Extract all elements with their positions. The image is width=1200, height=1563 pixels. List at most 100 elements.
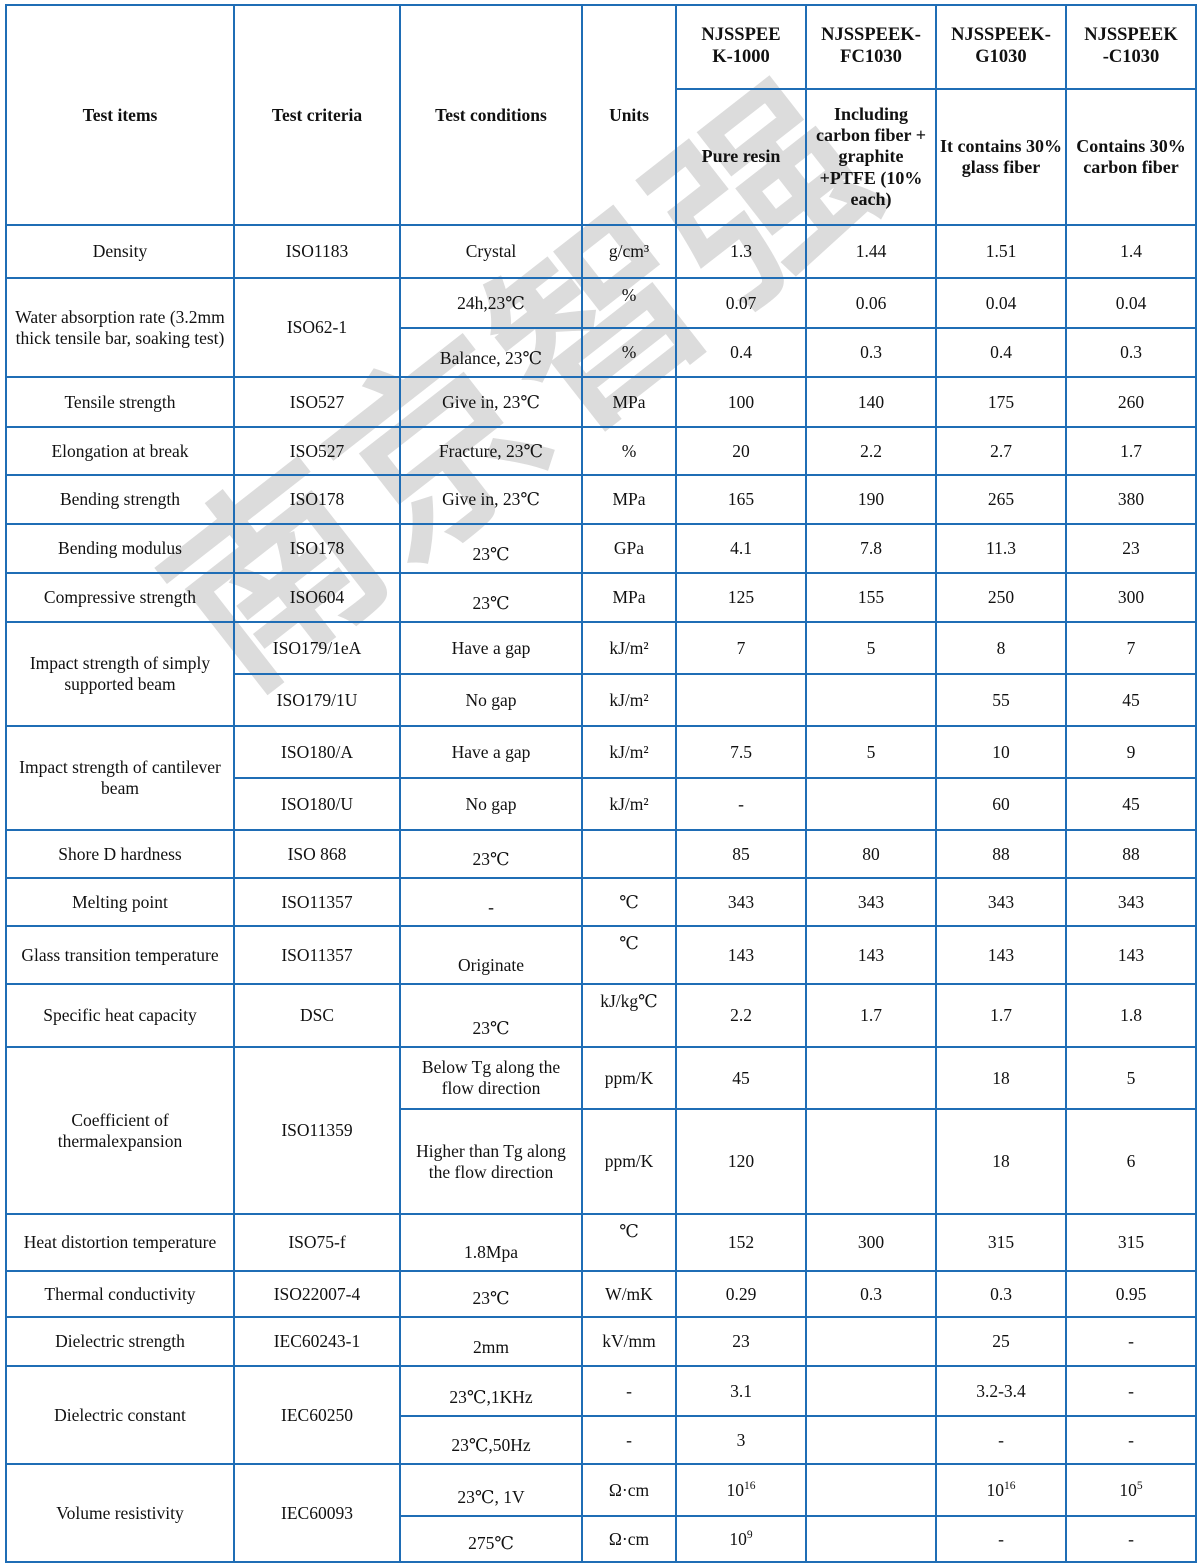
cell-value-product-3: 45 (1065, 777, 1197, 831)
cell-test-condition: 2mm (399, 1316, 583, 1367)
product-1-name-line2: FC1030 (840, 47, 902, 67)
cell-value-product-3: 343 (1065, 877, 1197, 927)
cell-test-condition: No gap (399, 673, 583, 727)
cell-unit: MPa (581, 376, 677, 428)
cell-test-criteria: ISO 868 (233, 829, 401, 879)
cell-value-product-1: 190 (805, 474, 937, 525)
cell-value-product-0: 100 (675, 376, 807, 428)
product-1-name-line1: NJSSPEEK- (821, 25, 921, 46)
cell-test-condition: No gap (399, 777, 583, 831)
cell-value-product-2: 343 (935, 877, 1067, 927)
table-row: Dielectric constant IEC60250 23℃,1KHz -3.1 3… (5, 1365, 1197, 1465)
table-header: Test items Test criteria Test conditions… (5, 4, 1197, 226)
cell-test-criteria: IEC60243-1 (233, 1316, 401, 1367)
cell-value-product-1 (805, 1463, 937, 1517)
cell-unit: - (581, 1415, 677, 1465)
product-1-description: Including carbon fiber + graphite +PTFE … (805, 88, 937, 226)
cell-unit: % (581, 277, 677, 329)
cell-value-product-2: 0.3 (935, 1270, 1067, 1318)
cell-unit: kJ/m² (581, 673, 677, 727)
cell-value-product-0: 20 (675, 426, 807, 476)
cell-value-product-2: 8 (935, 621, 1067, 675)
cell-value-product-3: 1.8 (1065, 983, 1197, 1048)
cell-value-product-2: 3.2-3.4 (935, 1365, 1067, 1417)
table-row: Melting point ISO11357- ℃ 343 343 343 343 (5, 877, 1197, 927)
cell-value-product-0: 109 (675, 1515, 807, 1563)
cell-value-product-1 (805, 1515, 937, 1563)
cell-test-item: Heat distortion temperature (5, 1213, 235, 1272)
cell-test-condition: Have a gap (399, 725, 583, 779)
cell-value-product-2: 11.3 (935, 523, 1067, 574)
cell-test-criteria: ISO180/U (233, 777, 401, 831)
material-properties-table: Test items Test criteria Test conditions… (5, 4, 1197, 1563)
cell-unit: W/mK (581, 1270, 677, 1318)
cell-test-criteria: ISO527 (233, 376, 401, 428)
cell-value-product-2: 60 (935, 777, 1067, 831)
product-0-description: Pure resin (675, 88, 807, 226)
cell-value-product-1: 0.06 (805, 277, 937, 329)
cell-test-condition: Give in, 23℃ (399, 474, 583, 525)
cell-test-criteria: ISO75-f (233, 1213, 401, 1272)
cell-value-product-2: 88 (935, 829, 1067, 879)
cell-unit: ppm/K (581, 1046, 677, 1110)
cell-test-criteria: ISO178 (233, 474, 401, 525)
cell-value-product-3: 380 (1065, 474, 1197, 525)
cell-test-criteria: IEC60093 (233, 1463, 401, 1563)
cell-test-criteria: IEC60250 (233, 1365, 401, 1465)
cell-value-product-2: 1.51 (935, 224, 1067, 279)
cell-value-product-3: 9 (1065, 725, 1197, 779)
cell-value-product-3: - (1065, 1415, 1197, 1465)
spec-sheet: 南京智强 Test items Test criteria Test condi… (0, 4, 1200, 1563)
cell-value-product-1: 5 (805, 621, 937, 675)
cell-test-item: Water absorption rate (3.2mm thick tensi… (5, 277, 235, 378)
cell-value-product-0: 3.1 (675, 1365, 807, 1417)
column-header-test-criteria: Test criteria (233, 4, 401, 226)
column-header-product-3: NJSSPEEK -C1030 (1065, 4, 1197, 90)
cell-unit: ℃ (581, 877, 677, 927)
cell-value-product-3: 0.3 (1065, 327, 1197, 378)
cell-value-product-0 (675, 673, 807, 727)
cell-test-criteria: DSC (233, 983, 401, 1048)
cell-test-item: Glass transition temperature (5, 925, 235, 985)
cell-value-product-1 (805, 1415, 937, 1465)
cell-test-condition: Originate (399, 925, 583, 985)
cell-value-product-1: 0.3 (805, 1270, 937, 1318)
cell-value-product-1: 7.8 (805, 523, 937, 574)
cell-test-item: Dielectric constant (5, 1365, 235, 1465)
cell-test-condition: Below Tg along the flow direction (399, 1046, 583, 1110)
cell-value-product-2: 315 (935, 1213, 1067, 1272)
cell-unit: - (581, 1365, 677, 1417)
cell-value-product-1 (805, 777, 937, 831)
cell-value-product-1: 300 (805, 1213, 937, 1272)
cell-value-product-0: 0.07 (675, 277, 807, 329)
cell-value-product-2: 25 (935, 1316, 1067, 1367)
cell-test-condition: Higher than Tg along the flow direction (399, 1108, 583, 1215)
table-row: Glass transition temperature ISO11357 Orig… (5, 925, 1197, 985)
cell-value-product-1: 143 (805, 925, 937, 985)
cell-value-product-0: 3 (675, 1415, 807, 1465)
cell-value-product-1: 155 (805, 572, 937, 623)
cell-test-item: Thermal conductivity (5, 1270, 235, 1318)
table-row: Heat distortion temperature ISO75-f 1.8Mpa… (5, 1213, 1197, 1272)
cell-value-product-0: 0.4 (675, 327, 807, 378)
cell-value-product-0: 1016 (675, 1463, 807, 1517)
cell-value-product-1: 1.44 (805, 224, 937, 279)
table-row: Balance, 23℃% 0.4 0.3 0.4 0.3 (6, 327, 1197, 378)
cell-test-condition: Have a gap (399, 621, 583, 675)
cell-unit: Ω·cm (581, 1515, 677, 1563)
cell-value-product-0: 7 (675, 621, 807, 675)
cell-value-product-0: 1.3 (675, 224, 807, 279)
table-body: Density ISO1183 Crystal g/cm³ 1.3 1.44 1.51 1.4… (5, 224, 1197, 1563)
cell-unit: ppm/K (581, 1108, 677, 1215)
cell-value-product-3: 23 (1065, 523, 1197, 574)
table-row: Coefficient of thermalexpansion ISO11359 B… (5, 1046, 1197, 1215)
cell-value-product-1 (805, 1316, 937, 1367)
cell-test-criteria: ISO527 (233, 426, 401, 476)
cell-test-condition: 275℃ (399, 1515, 583, 1563)
table-row: Impact strength of simply supported beam… (5, 621, 1197, 727)
cell-value-product-3: 260 (1065, 376, 1197, 428)
cell-value-product-2: - (935, 1515, 1067, 1563)
cell-value-product-2: - (935, 1415, 1067, 1465)
table-row: Elongation at break ISO527 Fracture, 23℃% 2… (5, 426, 1197, 476)
cell-value-product-2: 55 (935, 673, 1067, 727)
